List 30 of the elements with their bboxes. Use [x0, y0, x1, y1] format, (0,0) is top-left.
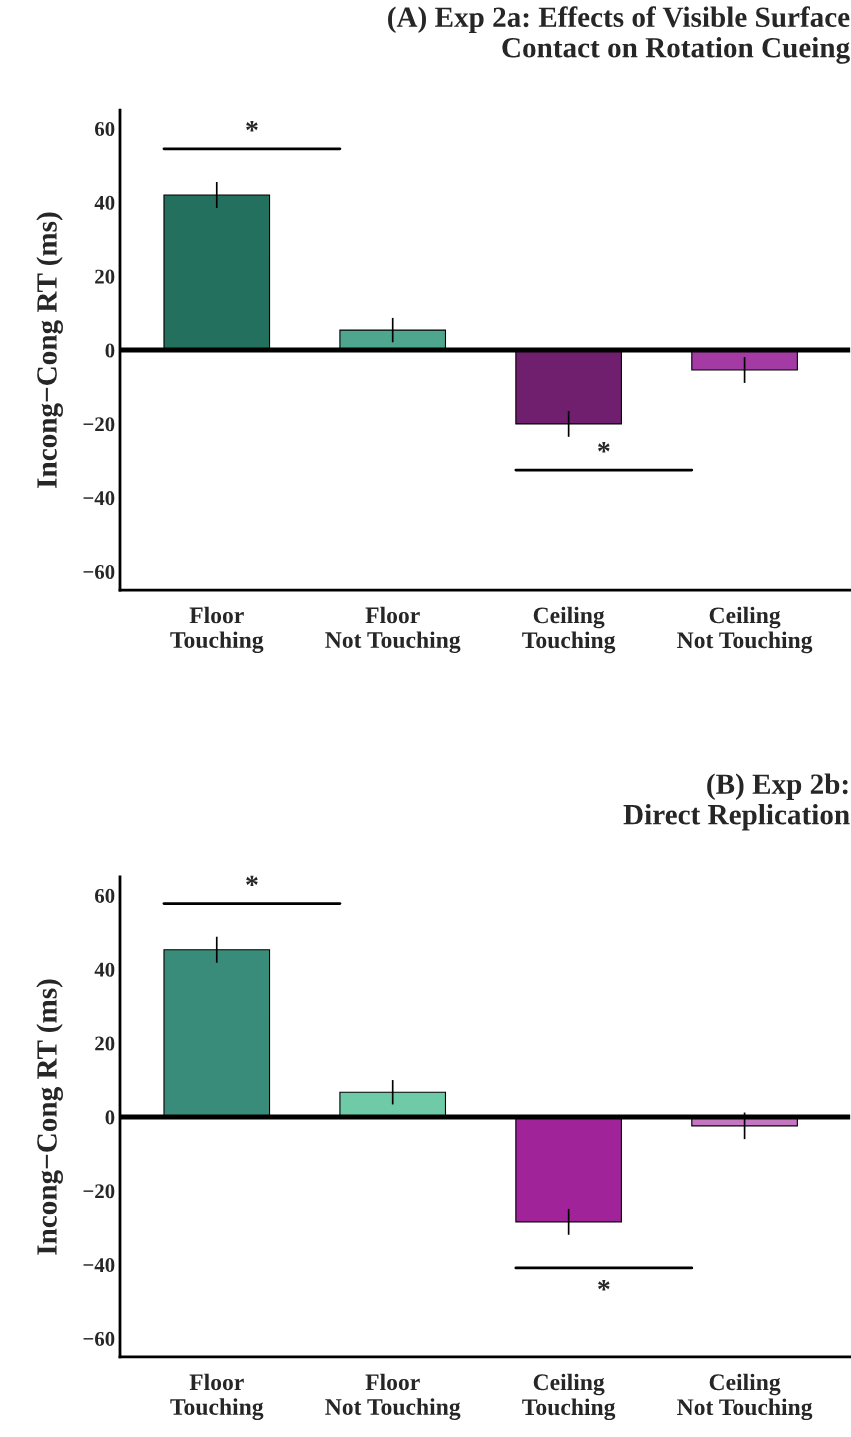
x-tick-label: Ceiling Not Touching [677, 606, 813, 654]
y-tick-label: 0 [105, 1110, 115, 1125]
annotation: * [598, 1280, 610, 1291]
y-tick-label: −60 [83, 1331, 115, 1346]
y-tick-label: −60 [83, 564, 115, 580]
y-tick-label: 60 [95, 121, 115, 136]
x-tick-label: Ceiling Touching [522, 1373, 616, 1421]
x-tick-label: Floor Touching [170, 606, 264, 653]
y-tick-label: 20 [95, 1036, 115, 1051]
y-tick-label: −20 [83, 1184, 115, 1199]
y-tick-label: 0 [105, 343, 115, 358]
y-tick-label: −40 [83, 491, 115, 506]
x-tick-label: Ceiling Touching [522, 606, 616, 654]
x-tick-label: Ceiling Not Touching [677, 1373, 813, 1421]
x-tick-label: Floor Not Touching [325, 606, 461, 653]
chart-title: (A) Exp 2a: Effects of Visible Surface Contact on Rotation Cueing [388, 6, 850, 64]
annotation: * [246, 875, 258, 887]
annotation: * [246, 120, 258, 132]
y-tick-label: 40 [94, 962, 115, 977]
y-tick-label: 20 [95, 269, 115, 284]
y-tick-label: −20 [83, 417, 115, 432]
y-axis-title: Incong−Cong RT (ms) [36, 979, 63, 1255]
y-tick-label: −40 [83, 1258, 115, 1273]
x-tick-label: Floor Touching [170, 1373, 264, 1420]
x-tick-label: Floor Not Touching [325, 1373, 461, 1420]
chart-title: (B) Exp 2b: Direct Replication [623, 773, 850, 831]
y-tick-label: 60 [95, 888, 115, 903]
annotation: * [598, 442, 610, 453]
y-axis-title: Incong−Cong RT (ms) [36, 212, 63, 488]
y-tick-label: 40 [94, 195, 115, 210]
